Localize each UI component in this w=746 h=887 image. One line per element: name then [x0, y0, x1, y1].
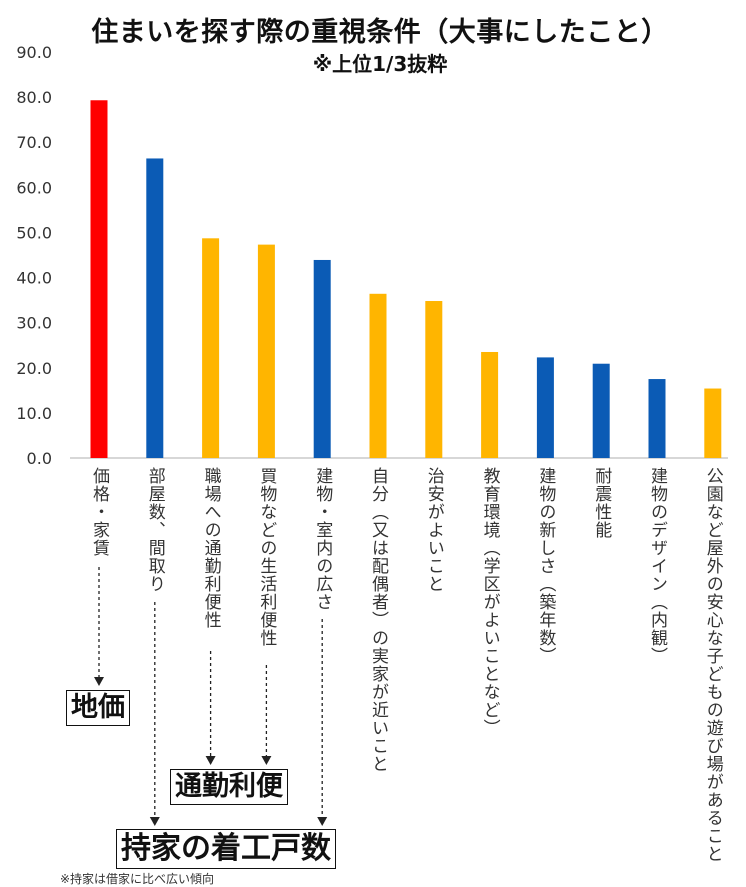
category-label: 価格・家賃	[89, 467, 109, 557]
category-label: 買物などの生活利便性	[256, 467, 277, 647]
y-tick-label: 0.0	[27, 449, 52, 468]
bar	[146, 158, 164, 458]
bar	[648, 379, 666, 458]
annotation-land-price: 地価	[66, 690, 130, 726]
bar	[704, 388, 722, 458]
bar	[369, 293, 387, 458]
bar	[202, 238, 220, 458]
category-label: 職場への通勤利便性	[200, 467, 221, 629]
annotation-home-starts: 持家の着工戸数	[116, 829, 336, 869]
arrow-size-head	[317, 817, 328, 826]
y-tick-label: 70.0	[16, 133, 52, 152]
y-tick-label: 10.0	[16, 404, 52, 423]
bar	[481, 351, 499, 458]
category-label: 教育環境（学区がよいことなど）	[479, 467, 500, 737]
y-tick-label: 20.0	[16, 359, 52, 378]
category-label: 耐震性能	[591, 467, 612, 539]
y-tick-label: 60.0	[16, 178, 52, 197]
category-label: 自分（又は配偶者）の実家が近いこと	[368, 467, 388, 773]
category-label: 公園など屋外の安心な子どもの遊び場があること	[702, 467, 723, 863]
y-tick-label: 40.0	[16, 269, 52, 288]
bar	[313, 259, 331, 458]
category-label: 建物の新しさ（築年数）	[535, 467, 556, 665]
y-tick-label: 30.0	[16, 314, 52, 333]
bar	[536, 357, 554, 458]
arrow-shopping-head	[261, 756, 272, 765]
y-tick-label: 90.0	[16, 43, 52, 62]
category-label: 部屋数、間取り	[144, 467, 165, 593]
arrow-price-head	[94, 677, 104, 686]
annotation-commute: 通勤利便	[170, 769, 288, 805]
footnote: ※持家は借家に比べ広い傾向	[60, 872, 215, 886]
y-tick-label: 50.0	[16, 223, 52, 242]
bar	[90, 100, 108, 458]
y-tick-label: 80.0	[16, 88, 52, 107]
chart-title: 住まいを探す際の重視条件（大事にしたこと）	[91, 17, 669, 48]
bar	[425, 301, 443, 458]
bar	[592, 363, 610, 458]
arrow-rooms-head	[149, 817, 160, 826]
category-label: 建物・室内の広さ	[312, 467, 333, 611]
category-label: 建物のデザイン（内観）	[647, 467, 667, 665]
chart-subtitle: ※上位1/3抜粋	[312, 52, 448, 76]
bar	[257, 244, 275, 458]
category-label: 治安がよいこと	[423, 467, 444, 593]
arrow-commute-head	[205, 756, 216, 765]
